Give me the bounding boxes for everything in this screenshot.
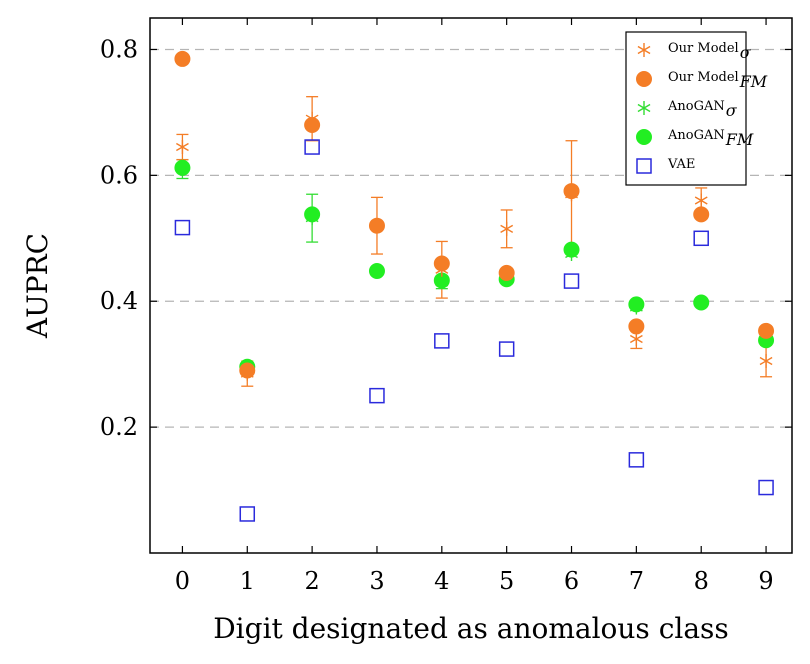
legend-label: AnoGANFM [667,128,754,149]
legend-entry: Our Modelσ [637,41,752,62]
legend-entry: AnoGANFM [636,128,754,149]
data-point-our-model-fm [433,255,450,272]
data-point-vae [758,479,774,496]
data-point-our-model-sigma [759,354,773,369]
data-point-our-model-fm [239,362,256,379]
data-point-our-model-fm [498,264,515,281]
x-tick-label: 7 [629,567,644,595]
data-point-anogan-fm [693,294,710,311]
legend-label: Our Modelσ [668,41,752,62]
data-point-our-model-fm [304,117,321,133]
data-point-vae [239,506,256,522]
legend-marker [637,101,651,115]
data-point-our-model-fm [628,318,645,335]
legend-label: VAE [667,157,695,172]
legend-marker [636,158,652,174]
x-tick-label: 4 [434,567,449,595]
y-axis-label: AUPRC [21,233,54,339]
x-tick-label: 9 [758,567,773,595]
data-point-anogan-fm [304,206,321,223]
x-tick-label: 3 [369,567,384,595]
x-tick-label: 6 [564,567,579,595]
x-tick-label: 1 [240,567,255,595]
plot-frame [149,17,793,554]
data-point-our-model-fm [758,322,775,339]
tick-layer: 0.2 0.4 0.6 0.8 0 1 2 3 4 5 6 7 8 9 [100,18,792,595]
grid-layer [150,48,792,428]
data-point-vae [304,139,320,155]
legend-label: AnoGANσ [667,99,738,120]
data-point-anogan-fm [174,159,191,176]
marker-layer [174,50,775,522]
legend-marker [637,43,651,57]
data-point-vae [434,333,450,349]
legend-entry: AnoGANσ [637,99,738,120]
legend-marker [636,129,652,145]
legend-label: Our ModelFM [668,70,768,91]
y-tick-label: 0.2 [100,413,138,441]
data-point-our-model-sigma [500,221,514,236]
x-tick-label: 0 [175,567,190,595]
y-tick-label: 0.4 [100,287,138,315]
x-tick-label: 8 [694,567,709,595]
data-point-vae [174,219,191,236]
x-tick-label: 5 [499,567,514,595]
data-point-anogan-fm [368,263,385,280]
y-tick-label: 0.6 [100,161,138,189]
data-point-our-model-sigma [176,140,189,155]
data-point-anogan-fm [563,241,580,258]
data-point-vae [498,341,515,357]
data-point-our-model-sigma [694,193,708,208]
data-point-vae [563,273,580,289]
legend-marker [636,71,652,87]
data-point-our-model-fm [693,206,710,223]
data-point-our-model-fm [368,217,385,234]
data-point-vae [693,230,709,247]
data-point-our-model-fm [563,183,580,200]
data-point-anogan-fm [628,296,645,313]
data-point-our-model-fm [174,50,191,67]
legend-entry: Our ModelFM [636,70,768,91]
x-tick-label: 2 [304,567,319,595]
data-point-vae [369,387,385,404]
data-point-vae [628,452,645,468]
x-axis-label: Digit designated as anomalous class [213,612,729,645]
legend: Our Modelσ Our ModelFM AnoGANσ AnoGANFM VAE [625,31,768,186]
y-tick-label: 0.8 [100,35,138,63]
legend-entry: VAE [636,157,695,174]
